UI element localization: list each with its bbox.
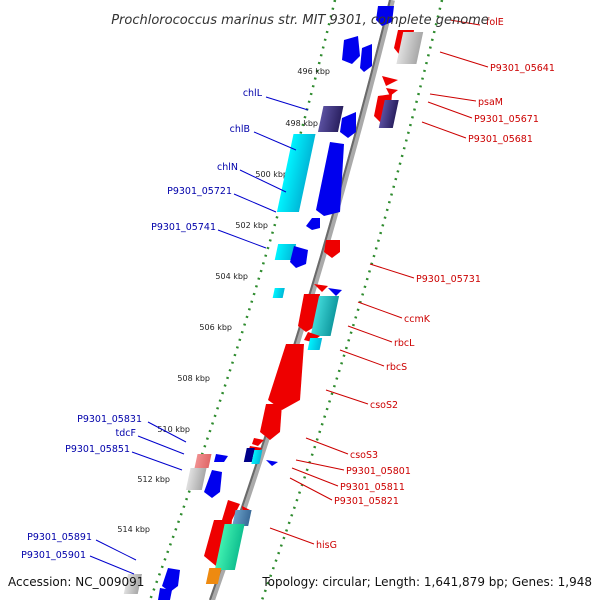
gene-forward[interactable] xyxy=(306,218,320,230)
tick-label: 514 kbp xyxy=(117,525,150,534)
gene-hisG-box[interactable] xyxy=(232,510,252,526)
gene-P9301_05641[interactable] xyxy=(396,32,424,64)
right-gene-labels: folE P9301_05641 psaM P9301_05671 P9301_0568… xyxy=(316,17,555,551)
gene-label-right: ccmK xyxy=(404,314,431,325)
gene-orange[interactable] xyxy=(205,568,222,584)
gene-label-right: P9301_05731 xyxy=(416,274,481,285)
gene-P9301_05831[interactable] xyxy=(194,454,212,468)
tick-label: 504 kbp xyxy=(215,272,248,281)
gene-forward[interactable] xyxy=(342,36,360,64)
gene-rbcL-box[interactable] xyxy=(310,296,340,336)
gene-P9301_05851[interactable] xyxy=(204,470,222,498)
left-gene-labels: chlL chlB chlN P9301_05721 P9301_05741 P9301_… xyxy=(21,88,263,561)
gene-rbcS[interactable] xyxy=(304,332,320,342)
gene-label-right: P9301_05821 xyxy=(334,496,399,507)
gene-label-right: hisG xyxy=(316,540,337,551)
gene-forward[interactable] xyxy=(158,588,172,600)
gene-label-right: P9301_05671 xyxy=(474,114,539,125)
gene-P9301_05811[interactable] xyxy=(251,450,263,464)
gene-label-left: P9301_05831 xyxy=(77,414,142,425)
gene-chlB[interactable] xyxy=(276,134,316,212)
tick-labels: 496 kbp 498 kbp 500 kbp 502 kbp 504 kbp 506 k… xyxy=(117,67,330,534)
gene-label-right: P9301_05801 xyxy=(346,466,411,477)
gene-P9301_05731[interactable] xyxy=(324,240,340,258)
gene-forward[interactable] xyxy=(290,246,308,268)
tick-label: 508 kbp xyxy=(177,374,210,383)
gene-label-left: tdcF xyxy=(116,428,136,439)
gene-csoS2-2[interactable] xyxy=(260,404,282,440)
gene-forward[interactable] xyxy=(340,112,356,138)
tick-label: 502 kbp xyxy=(235,221,268,230)
gene-P9301_05901[interactable] xyxy=(123,574,142,594)
tick-track-outer xyxy=(260,0,444,600)
gene-label-right: folE xyxy=(486,17,504,28)
tick-label: 496 kbp xyxy=(297,67,330,76)
gene-label-left: chlB xyxy=(230,124,250,135)
gene-label-right: csoS3 xyxy=(350,450,378,461)
callout-lines xyxy=(89,19,489,575)
gene-P9301_05801-box[interactable] xyxy=(243,448,255,462)
gene-tdcF[interactable] xyxy=(185,468,207,490)
gene-label-right: P9301_05811 xyxy=(340,482,405,493)
gene-label-left: P9301_05901 xyxy=(21,550,86,561)
gene-csoS3[interactable] xyxy=(252,438,264,446)
gene-label-left: P9301_05721 xyxy=(167,186,232,197)
gene-psaM[interactable] xyxy=(382,76,398,86)
gene-reverse[interactable] xyxy=(386,88,398,96)
gene-label-left: P9301_05891 xyxy=(27,532,92,543)
gene-P9301_05681[interactable] xyxy=(378,100,399,128)
accession-text: Accession: NC_009091 xyxy=(8,575,144,589)
gene-P9301_05821[interactable] xyxy=(266,460,278,466)
gene-chlL[interactable] xyxy=(317,106,344,132)
gene-label-left: P9301_05741 xyxy=(151,222,216,233)
gene-label-left: chlL xyxy=(243,88,263,99)
gene-label-right: psaM xyxy=(478,97,503,108)
tick-label: 512 kbp xyxy=(137,475,170,484)
tick-label: 498 kbp xyxy=(285,119,318,128)
gene-label-right: P9301_05641 xyxy=(490,63,555,74)
gene-forward[interactable] xyxy=(376,6,394,26)
map-title: Prochlorococcus marinus str. MIT 9301, c… xyxy=(111,13,489,28)
tick-label: 510 kbp xyxy=(157,425,190,434)
gene-P9301_05741[interactable] xyxy=(274,244,297,260)
gene-ccmK[interactable] xyxy=(328,288,342,296)
gene-label-left: P9301_05851 xyxy=(65,444,130,455)
gene-ccmK[interactable] xyxy=(314,284,328,292)
gene-ccmK-teal[interactable] xyxy=(272,288,285,298)
gene-features xyxy=(123,6,424,600)
tick-label: 506 kbp xyxy=(199,323,232,332)
gene-chlN[interactable] xyxy=(316,142,344,216)
gene-reverse[interactable] xyxy=(222,500,240,520)
gene-forward[interactable] xyxy=(360,44,372,72)
gene-P9301_05891[interactable] xyxy=(162,568,180,592)
topology-text: Topology: circular; Length: 1,641,879 bp… xyxy=(261,575,592,589)
gene-csoS2[interactable] xyxy=(268,344,304,410)
gene-hisG-green[interactable] xyxy=(214,524,245,570)
gene-label-right: rbcS xyxy=(386,362,407,373)
gene-forward[interactable] xyxy=(214,454,228,462)
gene-label-right: P9301_05681 xyxy=(468,134,533,145)
gene-label-left: chlN xyxy=(217,162,238,173)
gene-label-right: csoS2 xyxy=(370,400,398,411)
gene-rbcS-box[interactable] xyxy=(307,338,323,350)
tick-label: 500 kbp xyxy=(255,170,288,179)
gene-label-right: rbcL xyxy=(394,338,415,349)
